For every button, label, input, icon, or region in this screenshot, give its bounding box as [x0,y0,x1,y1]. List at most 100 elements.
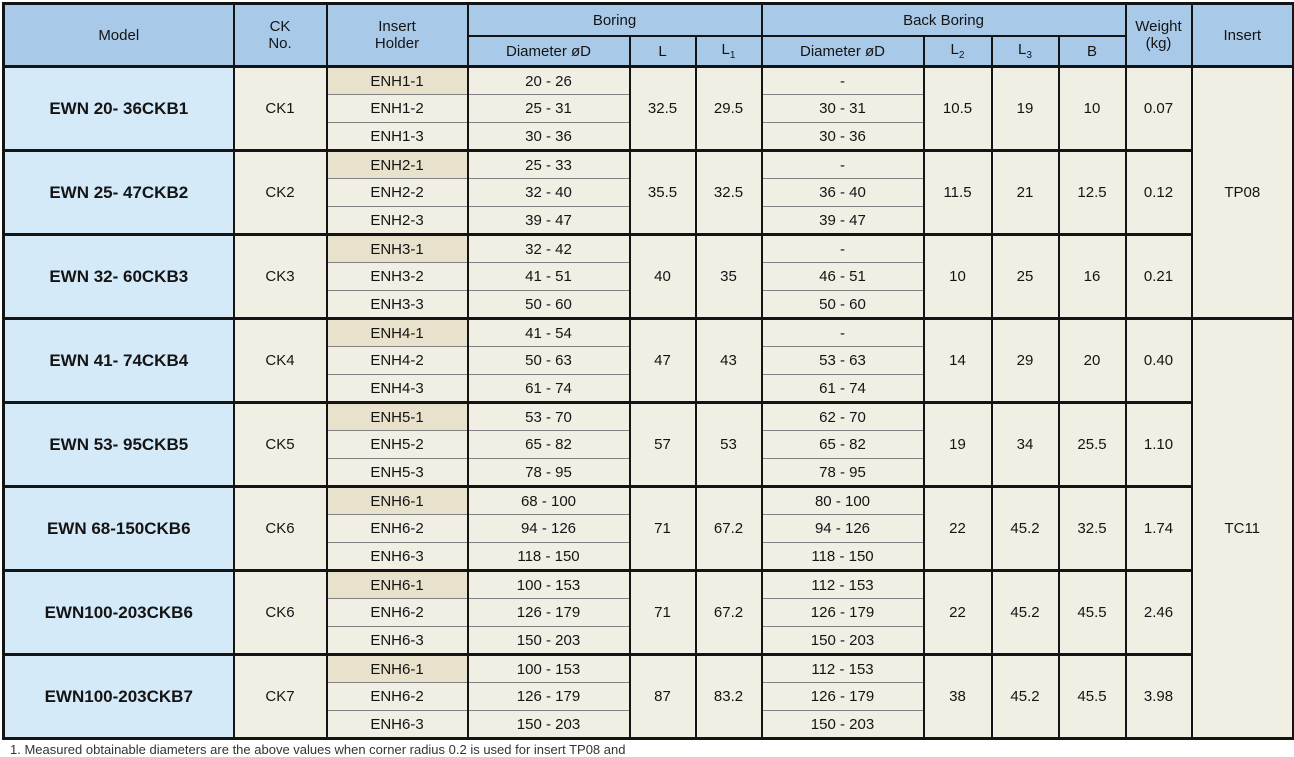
holder-cell: ENH5-1 [325,401,469,431]
holder-cell: ENH6-2 [325,682,469,711]
boring-range-cell: 68 - 100 [466,485,631,515]
boring-range-cell: 32 - 40 [466,178,631,207]
backboring-range-cell: 30 - 31 [760,94,925,123]
boring-range-cell: 94 - 126 [466,514,631,543]
weight-cell: 2.46 [1124,569,1193,655]
backboring-range-cell: - [760,233,925,263]
boring-range-cell: 118 - 150 [466,542,631,571]
boring-range-cell: 65 - 82 [466,430,631,459]
l2-cell: 10.5 [922,65,993,151]
l1-cell: 67.2 [694,569,763,655]
boring-range-cell: 30 - 36 [466,122,631,151]
l2-cell: 22 [922,569,993,655]
ck-cell: CK2 [232,149,328,235]
b-cell: 25.5 [1057,401,1127,487]
l3-cell: 45.2 [990,485,1060,571]
boring-range-cell: 61 - 74 [466,374,631,403]
holder-cell: ENH5-3 [325,458,469,487]
backboring-range-cell: - [760,149,925,179]
l-cell: 71 [628,485,697,571]
model-cell: EWN 32- 60CKB3 [2,233,235,319]
holder-cell: ENH2-2 [325,178,469,207]
header-insert: Insert [1190,2,1294,68]
l1-cell: 67.2 [694,485,763,571]
backboring-range-cell: 61 - 74 [760,374,925,403]
backboring-range-cell: 30 - 36 [760,122,925,151]
footnote: 1. Measured obtainable diameters are the… [10,742,626,757]
holder-cell: ENH3-3 [325,290,469,319]
l2-cell: 19 [922,401,993,487]
header-ck-no: CK No. [232,2,328,68]
holder-cell: ENH6-1 [325,653,469,683]
header-insert-holder: Insert Holder [325,2,469,68]
l2-cell: 11.5 [922,149,993,235]
boring-range-cell: 150 - 203 [466,626,631,655]
l-cell: 32.5 [628,65,697,151]
holder-cell: ENH4-3 [325,374,469,403]
holder-cell: ENH6-1 [325,485,469,515]
b-cell: 20 [1057,317,1127,403]
weight-cell: 0.21 [1124,233,1193,319]
boring-range-cell: 50 - 60 [466,290,631,319]
backboring-range-cell: 150 - 203 [760,710,925,739]
holder-cell: ENH1-2 [325,94,469,123]
boring-range-cell: 53 - 70 [466,401,631,431]
holder-cell: ENH6-3 [325,626,469,655]
boring-range-cell: 41 - 54 [466,317,631,347]
weight-cell: 3.98 [1124,653,1193,739]
backboring-range-cell: 126 - 179 [760,598,925,627]
l1-cell: 83.2 [694,653,763,739]
holder-cell: ENH6-1 [325,569,469,599]
boring-range-cell: 100 - 153 [466,569,631,599]
boring-range-cell: 50 - 63 [466,346,631,375]
header-weight-line1: Weight [1135,18,1182,35]
b-cell: 45.5 [1057,653,1127,739]
l1-cell: 32.5 [694,149,763,235]
backboring-range-cell: 126 - 179 [760,682,925,711]
l3-cell: 29 [990,317,1060,403]
l1-cell: 43 [694,317,763,403]
header-l2: L2 [922,35,993,68]
l-cell: 57 [628,401,697,487]
holder-cell: ENH4-2 [325,346,469,375]
b-cell: 16 [1057,233,1127,319]
b-cell: 32.5 [1057,485,1127,571]
header-ck-line1: CK [269,18,291,35]
l3-cell: 21 [990,149,1060,235]
b-cell: 12.5 [1057,149,1127,235]
backboring-range-cell: 46 - 51 [760,262,925,291]
holder-cell: ENH1-1 [325,65,469,95]
boring-head-spec-table: Model CK No. Insert Holder Boring Back B… [2,2,1294,740]
boring-range-cell: 41 - 51 [466,262,631,291]
ck-cell: CK3 [232,233,328,319]
l3-cell: 45.2 [990,653,1060,739]
ck-cell: CK5 [232,401,328,487]
backboring-range-cell: 39 - 47 [760,206,925,235]
backboring-range-cell: 150 - 203 [760,626,925,655]
ck-cell: CK4 [232,317,328,403]
header-weight: Weight (kg) [1124,2,1193,68]
backboring-range-cell: - [760,317,925,347]
backboring-range-cell: 65 - 82 [760,430,925,459]
weight-cell: 0.40 [1124,317,1193,403]
holder-cell: ENH2-1 [325,149,469,179]
l-cell: 47 [628,317,697,403]
backboring-range-cell: 118 - 150 [760,542,925,571]
backboring-range-cell: - [760,65,925,95]
header-weight-line2: (kg) [1145,35,1172,52]
insert-type-cell: TC11 [1190,317,1294,739]
holder-cell: ENH5-2 [325,430,469,459]
l2-cell: 22 [922,485,993,571]
model-cell: EWN 20- 36CKB1 [2,65,235,151]
ck-cell: CK1 [232,65,328,151]
ck-cell: CK7 [232,653,328,739]
insert-type-cell: TP08 [1190,65,1294,319]
model-cell: EWN 68-150CKB6 [2,485,235,571]
l-cell: 40 [628,233,697,319]
backboring-range-cell: 50 - 60 [760,290,925,319]
backboring-range-cell: 94 - 126 [760,514,925,543]
header-boring-group: Boring [466,2,763,37]
holder-cell: ENH3-1 [325,233,469,263]
boring-range-cell: 150 - 203 [466,710,631,739]
holder-cell: ENH1-3 [325,122,469,151]
